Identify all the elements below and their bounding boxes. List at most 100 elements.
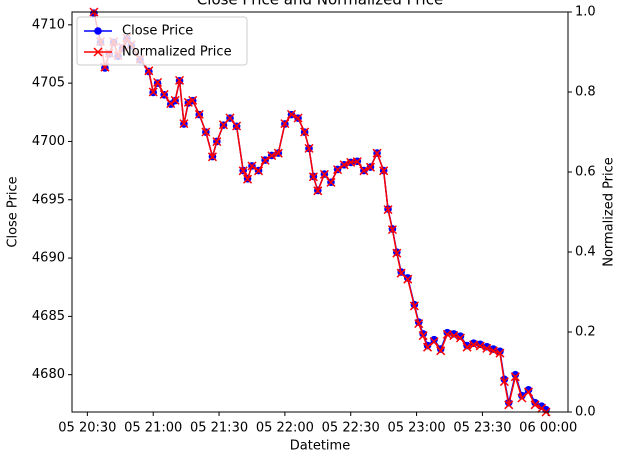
marker xyxy=(194,109,204,119)
marker xyxy=(243,174,253,184)
y-tick-label: 4695 xyxy=(32,192,65,207)
marker xyxy=(293,113,303,123)
line xyxy=(93,13,547,411)
y-tick-label: 4705 xyxy=(32,76,65,91)
marker xyxy=(403,274,413,284)
marker xyxy=(429,337,439,347)
marker xyxy=(260,155,270,165)
marker xyxy=(359,166,369,176)
marker xyxy=(482,343,492,353)
marker xyxy=(273,148,283,158)
marker xyxy=(475,341,485,351)
marker xyxy=(449,331,459,341)
marker xyxy=(254,166,264,176)
x-tick-label: 06 00:00 xyxy=(519,421,577,436)
marker xyxy=(524,386,533,394)
legend-symbol xyxy=(94,27,102,35)
marker xyxy=(148,87,158,97)
marker xyxy=(414,319,424,329)
marker xyxy=(379,166,389,176)
legend: Close Price Normalized Price xyxy=(76,16,248,66)
y-tick-label: 4680 xyxy=(32,367,65,382)
y-tick-label: 4710 xyxy=(32,17,65,32)
marker xyxy=(403,274,412,282)
y-tick-label: 4685 xyxy=(32,309,65,324)
legend-label: Normalized Price xyxy=(122,45,232,60)
marker xyxy=(462,342,472,352)
marker xyxy=(488,346,498,356)
marker xyxy=(267,151,277,161)
marker xyxy=(232,121,242,131)
marker xyxy=(280,119,290,129)
marker xyxy=(418,331,428,341)
marker xyxy=(383,205,393,215)
marker xyxy=(387,225,397,235)
marker xyxy=(499,377,509,387)
x-tick-label: 05 21:00 xyxy=(124,421,182,436)
chart-title: Close Price and Normalized Price xyxy=(197,0,443,9)
y-axis-label: Close Price xyxy=(6,176,21,247)
marker xyxy=(436,346,446,356)
marker xyxy=(300,127,310,137)
marker xyxy=(365,162,376,172)
y-tick-label: 4700 xyxy=(32,134,65,149)
marker xyxy=(352,157,362,167)
marker xyxy=(159,89,169,99)
y2-tick-label: 0.8 xyxy=(575,85,596,100)
marker xyxy=(372,148,382,158)
marker xyxy=(207,152,217,162)
marker xyxy=(153,77,163,87)
y-tick-label: 4690 xyxy=(32,251,65,266)
marker xyxy=(339,160,349,170)
y2-tick-label: 0.2 xyxy=(575,325,596,340)
marker xyxy=(319,169,329,179)
x-tick-label: 05 21:30 xyxy=(190,421,248,436)
x-tick-label: 05 20:30 xyxy=(58,421,116,436)
marker xyxy=(392,248,402,258)
marker xyxy=(179,119,189,129)
marker xyxy=(455,333,465,343)
marker xyxy=(304,143,314,153)
marker xyxy=(333,165,343,175)
marker xyxy=(530,400,540,410)
y2-tick-label: 1.0 xyxy=(575,5,596,20)
x-tick-label: 05 22:30 xyxy=(322,421,380,436)
marker xyxy=(238,166,248,176)
marker xyxy=(144,66,154,76)
legend-box xyxy=(76,16,248,66)
line xyxy=(93,11,547,413)
x-axis-label: Datetime xyxy=(290,439,350,451)
marker xyxy=(495,348,505,358)
x-tick-label: 05 23:30 xyxy=(453,421,511,436)
legend-label: Close Price xyxy=(122,24,193,39)
marker xyxy=(430,335,438,344)
marker xyxy=(170,95,180,105)
marker xyxy=(313,186,323,196)
marker xyxy=(166,99,176,109)
legend-marker xyxy=(93,47,103,57)
marker xyxy=(247,161,257,171)
series xyxy=(89,7,551,417)
plot-frame xyxy=(71,11,569,413)
y2-tick-label: 0.4 xyxy=(575,245,596,260)
marker xyxy=(175,75,185,85)
marker xyxy=(286,109,296,119)
marker xyxy=(201,127,211,137)
marker xyxy=(212,137,222,147)
y2-axis-label: Normalized Price xyxy=(602,157,617,267)
legend-symbol xyxy=(93,47,103,57)
series xyxy=(90,9,550,414)
marker xyxy=(523,387,534,397)
marker xyxy=(308,172,318,182)
marker xyxy=(504,400,514,410)
x-tick-label: 05 22:00 xyxy=(256,421,314,436)
marker xyxy=(188,95,198,105)
y2-tick-label: 0.0 xyxy=(575,405,596,420)
x-tick-label: 05 23:00 xyxy=(387,421,445,436)
y2-tick-label: 0.6 xyxy=(575,165,596,180)
marker xyxy=(510,372,520,382)
marker xyxy=(218,120,228,130)
marker xyxy=(225,113,235,123)
legend-marker xyxy=(94,27,102,35)
